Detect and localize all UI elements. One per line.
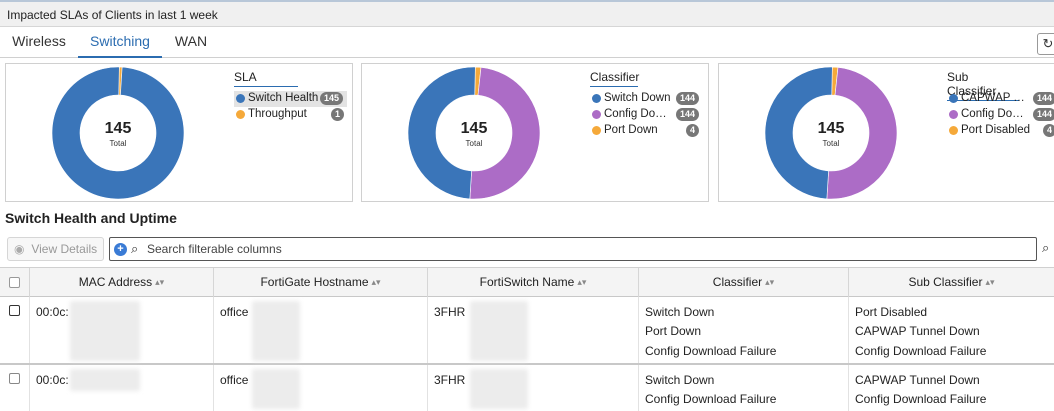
redacted-switch-name: [470, 301, 528, 361]
classifier-total: 145: [460, 120, 488, 137]
add-filter-icon[interactable]: +: [114, 243, 127, 256]
sort-icon: ▴▾: [155, 277, 165, 287]
donut-slice[interactable]: [407, 66, 476, 200]
legend-item-capwap[interactable]: CAPWAP Tu... 144: [947, 91, 1054, 107]
mac-address: 00:0c:: [36, 305, 69, 319]
fortigate-hostname: office: [220, 305, 249, 319]
classifier-value: Config Download Failure: [645, 344, 777, 358]
donut-slice[interactable]: [764, 66, 833, 200]
classifier-value: Switch Down: [645, 373, 715, 387]
tab-wireless[interactable]: Wireless: [12, 33, 66, 49]
fortiswitch-name: 3FHR: [434, 373, 466, 387]
classifier-value: Config Download Failure: [645, 392, 777, 406]
legend-dot-icon: [592, 94, 601, 103]
count-badge: 1: [331, 108, 345, 121]
classifier-donut[interactable]: [407, 66, 541, 200]
count-badge: 144: [676, 108, 700, 121]
sub-classifier-donut[interactable]: [764, 66, 898, 200]
legend-dot-icon: [949, 94, 958, 103]
sla-card: 145 Total SLA Switch Health ... 145 Thro…: [5, 63, 353, 202]
legend-dot-icon: [236, 94, 245, 103]
tab-wan[interactable]: WAN: [174, 33, 208, 49]
count-badge: 144: [1033, 108, 1054, 121]
legend-item-config-download[interactable]: Config Down... 144: [947, 107, 1054, 123]
legend-item-port-down[interactable]: Port Down 4: [590, 123, 703, 139]
table-row[interactable]: 00:0c: office 3FHR Switch Down Config Do…: [0, 365, 1054, 411]
legend-dot-icon: [236, 110, 245, 119]
search-box: + ⌕: [109, 237, 1037, 261]
classifier-total-label: Total: [465, 139, 483, 148]
row-checkbox[interactable]: [9, 373, 20, 384]
legend-dot-icon: [592, 126, 601, 135]
classifier-value: Port Down: [645, 324, 702, 338]
sub-classifier-total-label: Total: [822, 139, 840, 148]
sub-classifier-value: Config Download Failure: [855, 344, 987, 358]
table-row[interactable]: 00:0c: office 3FHR Switch Down Port Down…: [0, 297, 1054, 365]
donut-slice[interactable]: [469, 67, 541, 200]
column-header-sub-classifier[interactable]: Sub Classifier ▴▾: [849, 268, 1054, 297]
select-all-checkbox[interactable]: [9, 277, 20, 288]
legend-item-switch-health[interactable]: Switch Health ... 145: [234, 91, 347, 107]
sla-legend-title: SLA: [234, 70, 298, 87]
sub-classifier-value: Port Disabled: [855, 305, 928, 319]
sub-classifier-card: 145 Total Sub Classifier CAPWAP Tu... 14…: [718, 63, 1054, 202]
column-header-switch-name[interactable]: FortiSwitch Name ▴▾: [428, 268, 639, 297]
fortigate-hostname: office: [220, 373, 249, 387]
window-titlebar: Impacted SLAs of Clients in last 1 week: [0, 0, 1054, 27]
count-badge: 144: [1033, 92, 1054, 105]
tab-switching[interactable]: Switching: [78, 27, 162, 58]
count-badge: 145: [320, 92, 344, 105]
legend-dot-icon: [949, 126, 958, 135]
sub-classifier-total: 145: [817, 120, 845, 137]
column-header-classifier[interactable]: Classifier ▴▾: [639, 268, 849, 297]
redacted-mac: [70, 369, 140, 391]
sort-icon: ▴▾: [371, 277, 381, 287]
sla-total: 145: [104, 120, 132, 137]
search-submit-icon[interactable]: ⌕: [1042, 240, 1050, 255]
donut-slice[interactable]: [826, 67, 898, 200]
legend-item-throughput[interactable]: Throughput 1: [234, 107, 347, 123]
classifier-value: Switch Down: [645, 305, 715, 319]
search-input[interactable]: [147, 241, 1027, 257]
fortiswitch-name: 3FHR: [434, 305, 466, 319]
legend-dot-icon: [949, 110, 958, 119]
redacted-switch-name: [470, 369, 528, 409]
redacted-hostname: [252, 301, 300, 361]
row-checkbox[interactable]: [9, 305, 20, 316]
column-header-hostname[interactable]: FortiGate Hostname ▴▾: [214, 268, 428, 297]
sub-classifier-value: CAPWAP Tunnel Down: [855, 324, 980, 338]
redacted-mac: [70, 301, 140, 361]
refresh-button[interactable]: ↻: [1037, 33, 1054, 55]
sort-icon: ▴▾: [985, 277, 995, 287]
donut-slice[interactable]: [51, 66, 185, 200]
legend-item-port-disabled[interactable]: Port Disabled 4: [947, 123, 1054, 139]
window-title: Impacted SLAs of Clients in last 1 week: [7, 8, 218, 22]
count-badge: 4: [1043, 124, 1054, 137]
legend-item-switch-down[interactable]: Switch Down 144: [590, 91, 703, 107]
legend-dot-icon: [592, 110, 601, 119]
eye-icon: ◉: [14, 242, 25, 256]
sub-classifier-value: CAPWAP Tunnel Down: [855, 373, 980, 387]
sub-classifier-value: Config Download Failure: [855, 392, 987, 406]
section-title: Switch Health and Uptime: [5, 210, 177, 226]
column-header-mac[interactable]: MAC Address ▴▾: [30, 268, 214, 297]
legend-item-config-download[interactable]: Config Down... 144: [590, 107, 703, 123]
count-badge: 144: [676, 92, 700, 105]
sort-icon: ▴▾: [765, 277, 775, 287]
tab-bar: Wireless Switching WAN: [0, 27, 1054, 58]
refresh-icon: ↻: [1042, 36, 1054, 51]
redacted-hostname: [252, 369, 300, 409]
sla-donut[interactable]: [51, 66, 185, 200]
classifier-legend-title: Classifier: [590, 70, 639, 87]
sla-total-label: Total: [109, 139, 127, 148]
table-header: MAC Address ▴▾ FortiGate Hostname ▴▾ Forti…: [0, 267, 1054, 297]
sub-classifier-legend-title: Sub Classifier: [947, 70, 1019, 101]
search-icon: ⌕: [131, 241, 139, 256]
view-details-button[interactable]: ◉ View Details: [7, 237, 104, 261]
classifier-card: 145 Total Classifier Switch Down 144 Con…: [361, 63, 709, 202]
sort-icon: ▴▾: [577, 277, 587, 287]
mac-address: 00:0c:: [36, 373, 69, 387]
count-badge: 4: [686, 124, 700, 137]
